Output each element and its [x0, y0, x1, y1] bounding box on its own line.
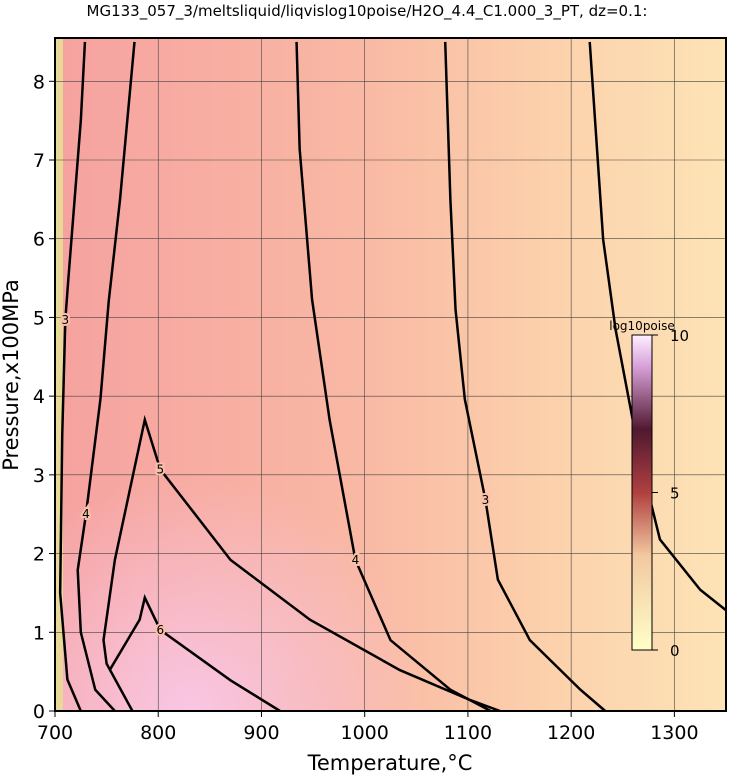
contour-line: [295, 41, 492, 713]
colorbar-tick-label: 0: [670, 642, 680, 660]
x-tick-label: 700: [37, 722, 73, 744]
y-tick-label: 2: [33, 544, 45, 566]
contour-line: [443, 41, 607, 712]
y-tick-label: 0: [33, 701, 45, 723]
contour-line: [58, 41, 87, 712]
x-tick-label: 1100: [444, 722, 492, 744]
contour-label: 6: [156, 623, 164, 637]
colorbar-tick-label: 5: [670, 485, 680, 503]
contour-line: [76, 41, 136, 712]
chart-title: MG133_057_3/meltsliquid/liqvislog10poise…: [87, 2, 648, 21]
contour-label: 3: [482, 493, 490, 507]
x-tick-label: 800: [140, 722, 176, 744]
contour-label: 5: [156, 462, 164, 476]
colorbar-tick-label: 10: [670, 327, 689, 345]
contour-label: 3: [62, 313, 70, 327]
y-tick-label: 6: [33, 229, 45, 251]
x-tick-label: 1200: [547, 722, 595, 744]
edge-strip: [55, 38, 63, 711]
y-tick-label: 4: [33, 386, 45, 408]
x-tick-label: 1300: [650, 722, 698, 744]
contour-line: [102, 414, 501, 713]
y-axis-label: Pressure,x100MPa: [0, 279, 23, 471]
y-tick-label: 7: [33, 150, 45, 172]
contour-label: 4: [352, 553, 360, 567]
y-tick-label: 3: [33, 465, 45, 487]
x-tick-label: 900: [243, 722, 279, 744]
colorbar: [631, 334, 653, 651]
contour-line: [108, 593, 281, 713]
x-axis-label: Temperature,°C: [307, 751, 473, 775]
x-tick-label: 1000: [341, 722, 389, 744]
contour-label: 4: [82, 507, 90, 521]
y-tick-label: 8: [33, 71, 45, 93]
plot-frame: [54, 37, 727, 712]
y-tick-label: 5: [33, 307, 45, 329]
colorbar-label: log10poise: [609, 319, 675, 333]
plot-shading: [55, 38, 726, 711]
y-tick-label: 1: [33, 622, 45, 644]
